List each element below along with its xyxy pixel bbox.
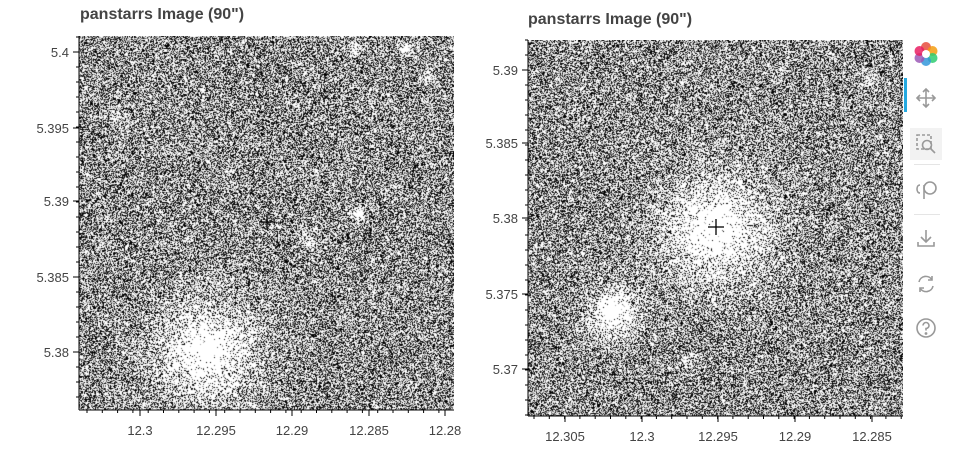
save-icon[interactable] [910,222,942,254]
y-tick-label: 5.37 [493,362,518,377]
x-tick-label: 12.3 [629,429,654,444]
plot-axes: 5.4 5.395 5.39 5.385 5.38 12.3 12.295 12.29 12.2… [36,36,462,438]
y-tick-label: 5.395 [36,121,69,136]
y-tick-label: 5.385 [36,270,69,285]
pan-icon[interactable] [910,82,942,114]
x-tick-label: 12.29 [779,429,812,444]
y-tick-label: 5.385 [485,136,518,151]
y-tick-label: 5.38 [44,345,69,360]
x-tick-label: 12.3 [127,423,152,438]
x-tick-label: 12.295 [196,423,236,438]
toolbar-divider [914,214,940,215]
image-plot-2[interactable]: panstarrs Image (90") 5.39 5.385 5.38 5.375… [470,0,904,457]
reset-icon[interactable] [910,268,942,300]
y-tick-label: 5.4 [51,45,69,60]
x-tick-label: 12.28 [429,423,462,438]
plot-title: panstarrs Image (90") [528,11,693,28]
lasso-select-icon[interactable] [910,174,942,206]
plot-axes: 5.39 5.385 5.38 5.375 5.37 12.305 12.3 12.295 12… [485,39,903,444]
image-plot-1[interactable]: panstarrs Image (90") 5.4 5.395 5.39 5.385 5… [0,0,470,457]
box-zoom-icon[interactable] [910,128,942,160]
y-tick-label: 5.39 [44,194,69,209]
bokeh-logo-icon[interactable] [910,38,942,70]
help-icon[interactable] [910,312,942,344]
x-tick-label: 12.285 [349,423,389,438]
x-tick-label: 12.29 [276,423,309,438]
y-tick-label: 5.39 [493,63,518,78]
active-tool-indicator [904,78,907,112]
x-tick-label: 12.295 [698,429,738,444]
y-tick-label: 5.375 [485,287,518,302]
x-tick-label: 12.285 [852,429,892,444]
y-tick-label: 5.38 [493,211,518,226]
toolbar-divider [914,164,940,165]
plot-toolbar [904,36,950,346]
plot-title: panstarrs Image (90") [80,6,245,23]
x-tick-label: 12.305 [545,429,585,444]
